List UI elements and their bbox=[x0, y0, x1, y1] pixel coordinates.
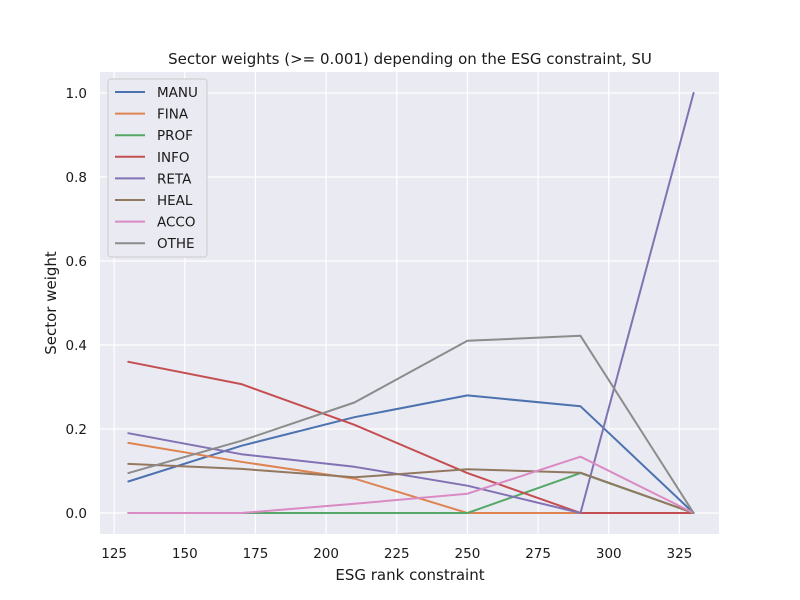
legend-box bbox=[107, 78, 208, 258]
series-line-manu bbox=[127, 394, 695, 514]
y-tick-label: 0.4 bbox=[66, 338, 87, 354]
legend-label-fina: FINA bbox=[157, 107, 189, 123]
series-line-reta bbox=[127, 92, 695, 514]
y-tick-label: 0.8 bbox=[66, 170, 87, 186]
series-line-othe bbox=[127, 334, 695, 514]
legend-label-manu: MANU bbox=[157, 85, 198, 101]
legend-label-prof: PROF bbox=[157, 128, 193, 144]
x-tick-label: 200 bbox=[313, 546, 339, 562]
x-tick-label: 175 bbox=[243, 546, 269, 562]
series-line-heal bbox=[127, 462, 695, 514]
legend-label-info: INFO bbox=[157, 150, 189, 166]
x-tick-label: 150 bbox=[172, 546, 198, 562]
y-tick-label: 1.0 bbox=[66, 86, 87, 102]
y-tick-label: 0.0 bbox=[66, 506, 87, 522]
x-tick-label: 225 bbox=[384, 546, 410, 562]
x-tick-label: 325 bbox=[667, 546, 693, 562]
chart-title: Sector weights (>= 0.001) depending on t… bbox=[168, 50, 652, 68]
y-tick-label: 0.2 bbox=[66, 422, 87, 438]
series-line-acco bbox=[127, 455, 695, 514]
legend-label-acco: ACCO bbox=[157, 215, 195, 231]
y-axis-label: Sector weight bbox=[42, 251, 60, 355]
x-tick-label: 275 bbox=[525, 546, 551, 562]
y-tick-labels: 0.0 0.2 0.4 0.6 0.8 1.0 bbox=[66, 86, 87, 522]
x-tick-label: 125 bbox=[101, 546, 127, 562]
x-axis-label: ESG rank constraint bbox=[335, 566, 484, 584]
y-tick-label: 0.6 bbox=[66, 254, 87, 270]
legend: MANU FINA PROF INFO RETA HEAL ACCO OTHE bbox=[107, 78, 208, 258]
x-tick-labels: 125 150 175 200 225 250 275 300 325 bbox=[101, 546, 692, 562]
series-line-info bbox=[127, 360, 695, 514]
series-lines bbox=[127, 92, 695, 514]
legend-label-reta: RETA bbox=[157, 171, 192, 187]
legend-label-heal: HEAL bbox=[157, 193, 193, 209]
x-tick-label: 250 bbox=[455, 546, 481, 562]
legend-label-othe: OTHE bbox=[157, 236, 195, 252]
x-tick-label: 300 bbox=[596, 546, 622, 562]
